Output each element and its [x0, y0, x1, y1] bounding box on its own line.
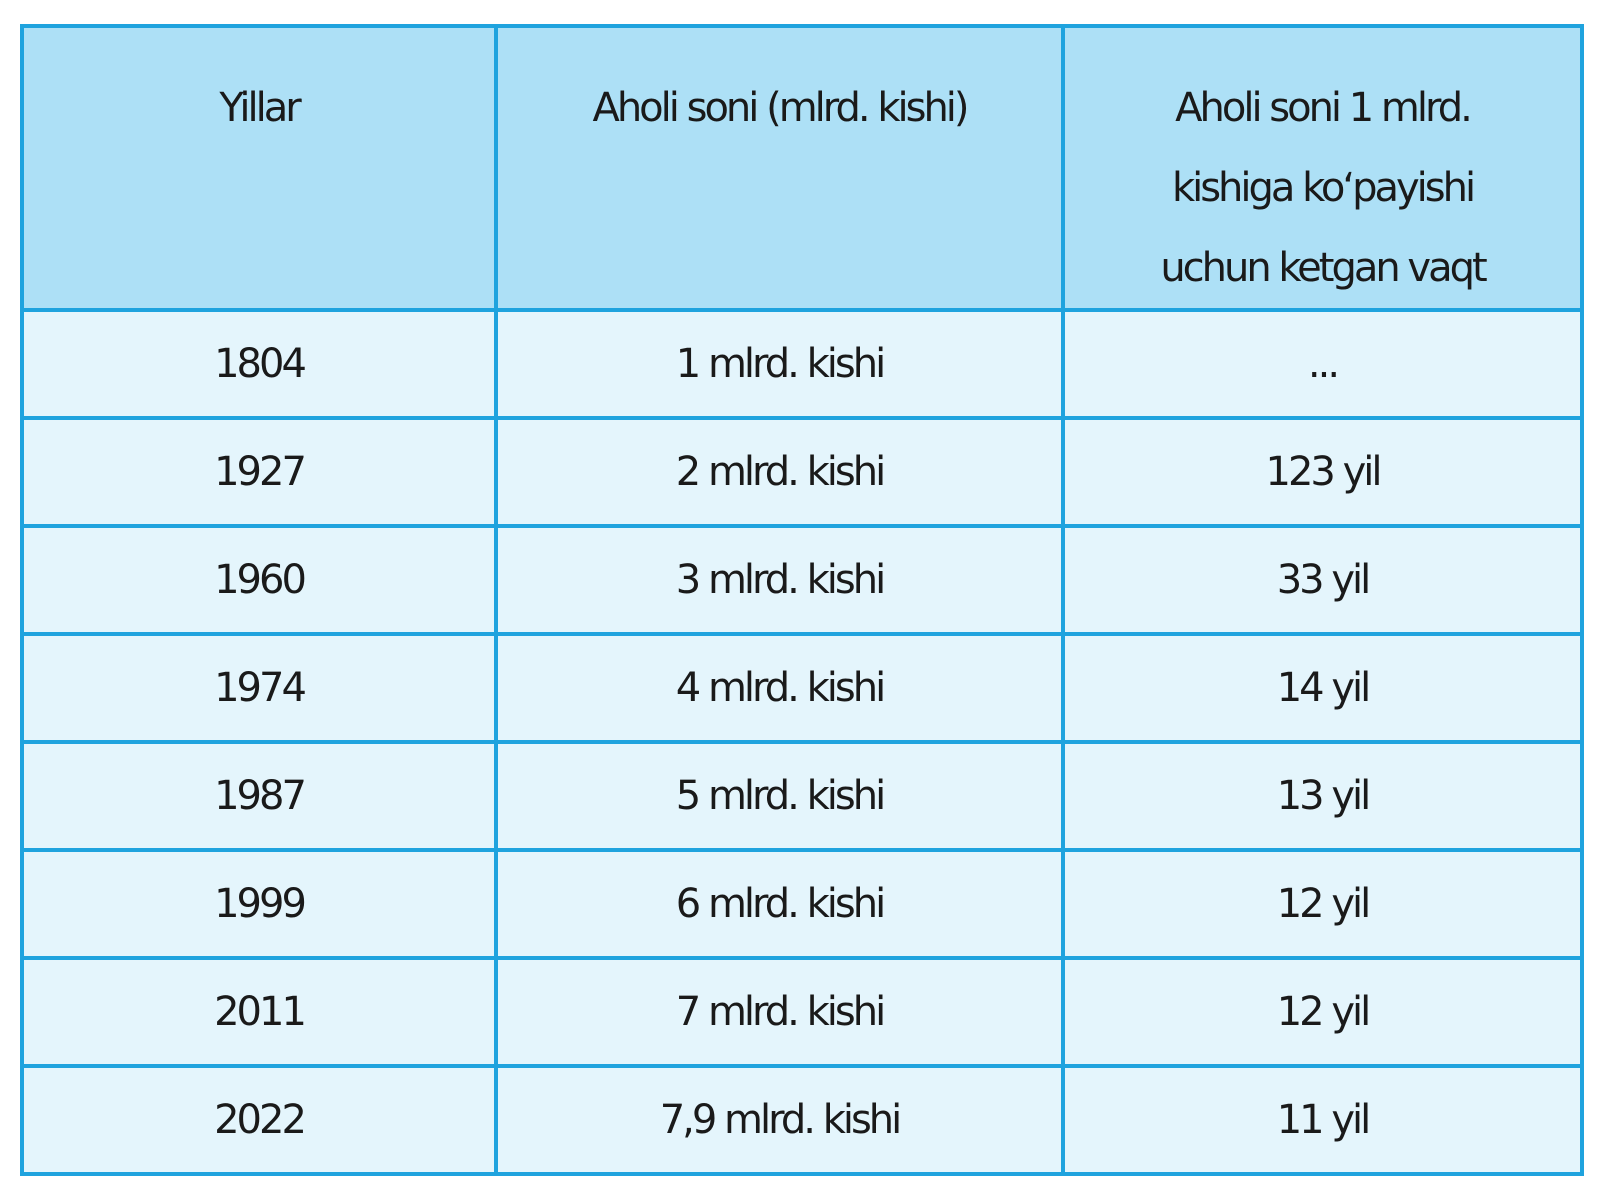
table-cell: 14 yil — [1061, 632, 1584, 744]
table-cell: 1974 — [20, 632, 498, 744]
table-row: 1974 4 mlrd. kishi 14 yil — [20, 632, 1584, 744]
table-cell: 1927 — [20, 416, 498, 528]
table-row: 1927 2 mlrd. kishi 123 yil — [20, 416, 1584, 528]
table-cell: 2022 — [20, 1064, 498, 1176]
table-row: 1987 5 mlrd. kishi 13 yil — [20, 740, 1584, 852]
table-row: 2011 7 mlrd. kishi 12 yil — [20, 956, 1584, 1068]
table-cell: 1804 — [20, 308, 498, 420]
header-text: Aholi soni 1 mlrd. kishiga ko‘payishi uc… — [1160, 85, 1487, 291]
table-cell: 4 mlrd. kishi — [494, 632, 1065, 744]
table-cell: 1960 — [20, 524, 498, 636]
table-row: 1999 6 mlrd. kishi 12 yil — [20, 848, 1584, 960]
table-cell: 1999 — [20, 848, 498, 960]
table-cell: 3 mlrd. kishi — [494, 524, 1065, 636]
table-row: 1804 1 mlrd. kishi... — [20, 308, 1584, 420]
header-text: Yillar — [219, 85, 301, 131]
table-cell: ... — [1061, 308, 1584, 420]
table-cell: 6 mlrd. kishi — [494, 848, 1065, 960]
header-cell: Aholi soni 1 mlrd. kishiga ko‘payishi uc… — [1061, 24, 1584, 312]
table-cell: 33 yil — [1061, 524, 1584, 636]
table-cell: 12 yil — [1061, 848, 1584, 960]
table-cell: 2011 — [20, 956, 498, 1068]
table-cell: 13 yil — [1061, 740, 1584, 852]
table-cell: 123 yil — [1061, 416, 1584, 528]
header-cell: Yillar — [20, 24, 498, 312]
header-cell: Aholi soni (mlrd. kishi) — [494, 24, 1065, 312]
population-table: Yillar Aholi soni (mlrd. kishi) Aholi soni… — [20, 24, 1584, 1176]
table-cell: 5 mlrd. kishi — [494, 740, 1065, 852]
table-row: 1960 3 mlrd. kishi 33 yil — [20, 524, 1584, 636]
table-row: 2022 7,9 mlrd. kishi 11 yil — [20, 1064, 1584, 1176]
table-cell: 7,9 mlrd. kishi — [494, 1064, 1065, 1176]
table-cell: 12 yil — [1061, 956, 1584, 1068]
table-cell: 2 mlrd. kishi — [494, 416, 1065, 528]
header-row: Yillar Aholi soni (mlrd. kishi) Aholi soni… — [20, 24, 1584, 312]
header-text: Aholi soni (mlrd. kishi) — [592, 85, 969, 131]
table-cell: 1987 — [20, 740, 498, 852]
table-cell: 11 yil — [1061, 1064, 1584, 1176]
table-cell: 7 mlrd. kishi — [494, 956, 1065, 1068]
table-cell: 1 mlrd. kishi — [494, 308, 1065, 420]
